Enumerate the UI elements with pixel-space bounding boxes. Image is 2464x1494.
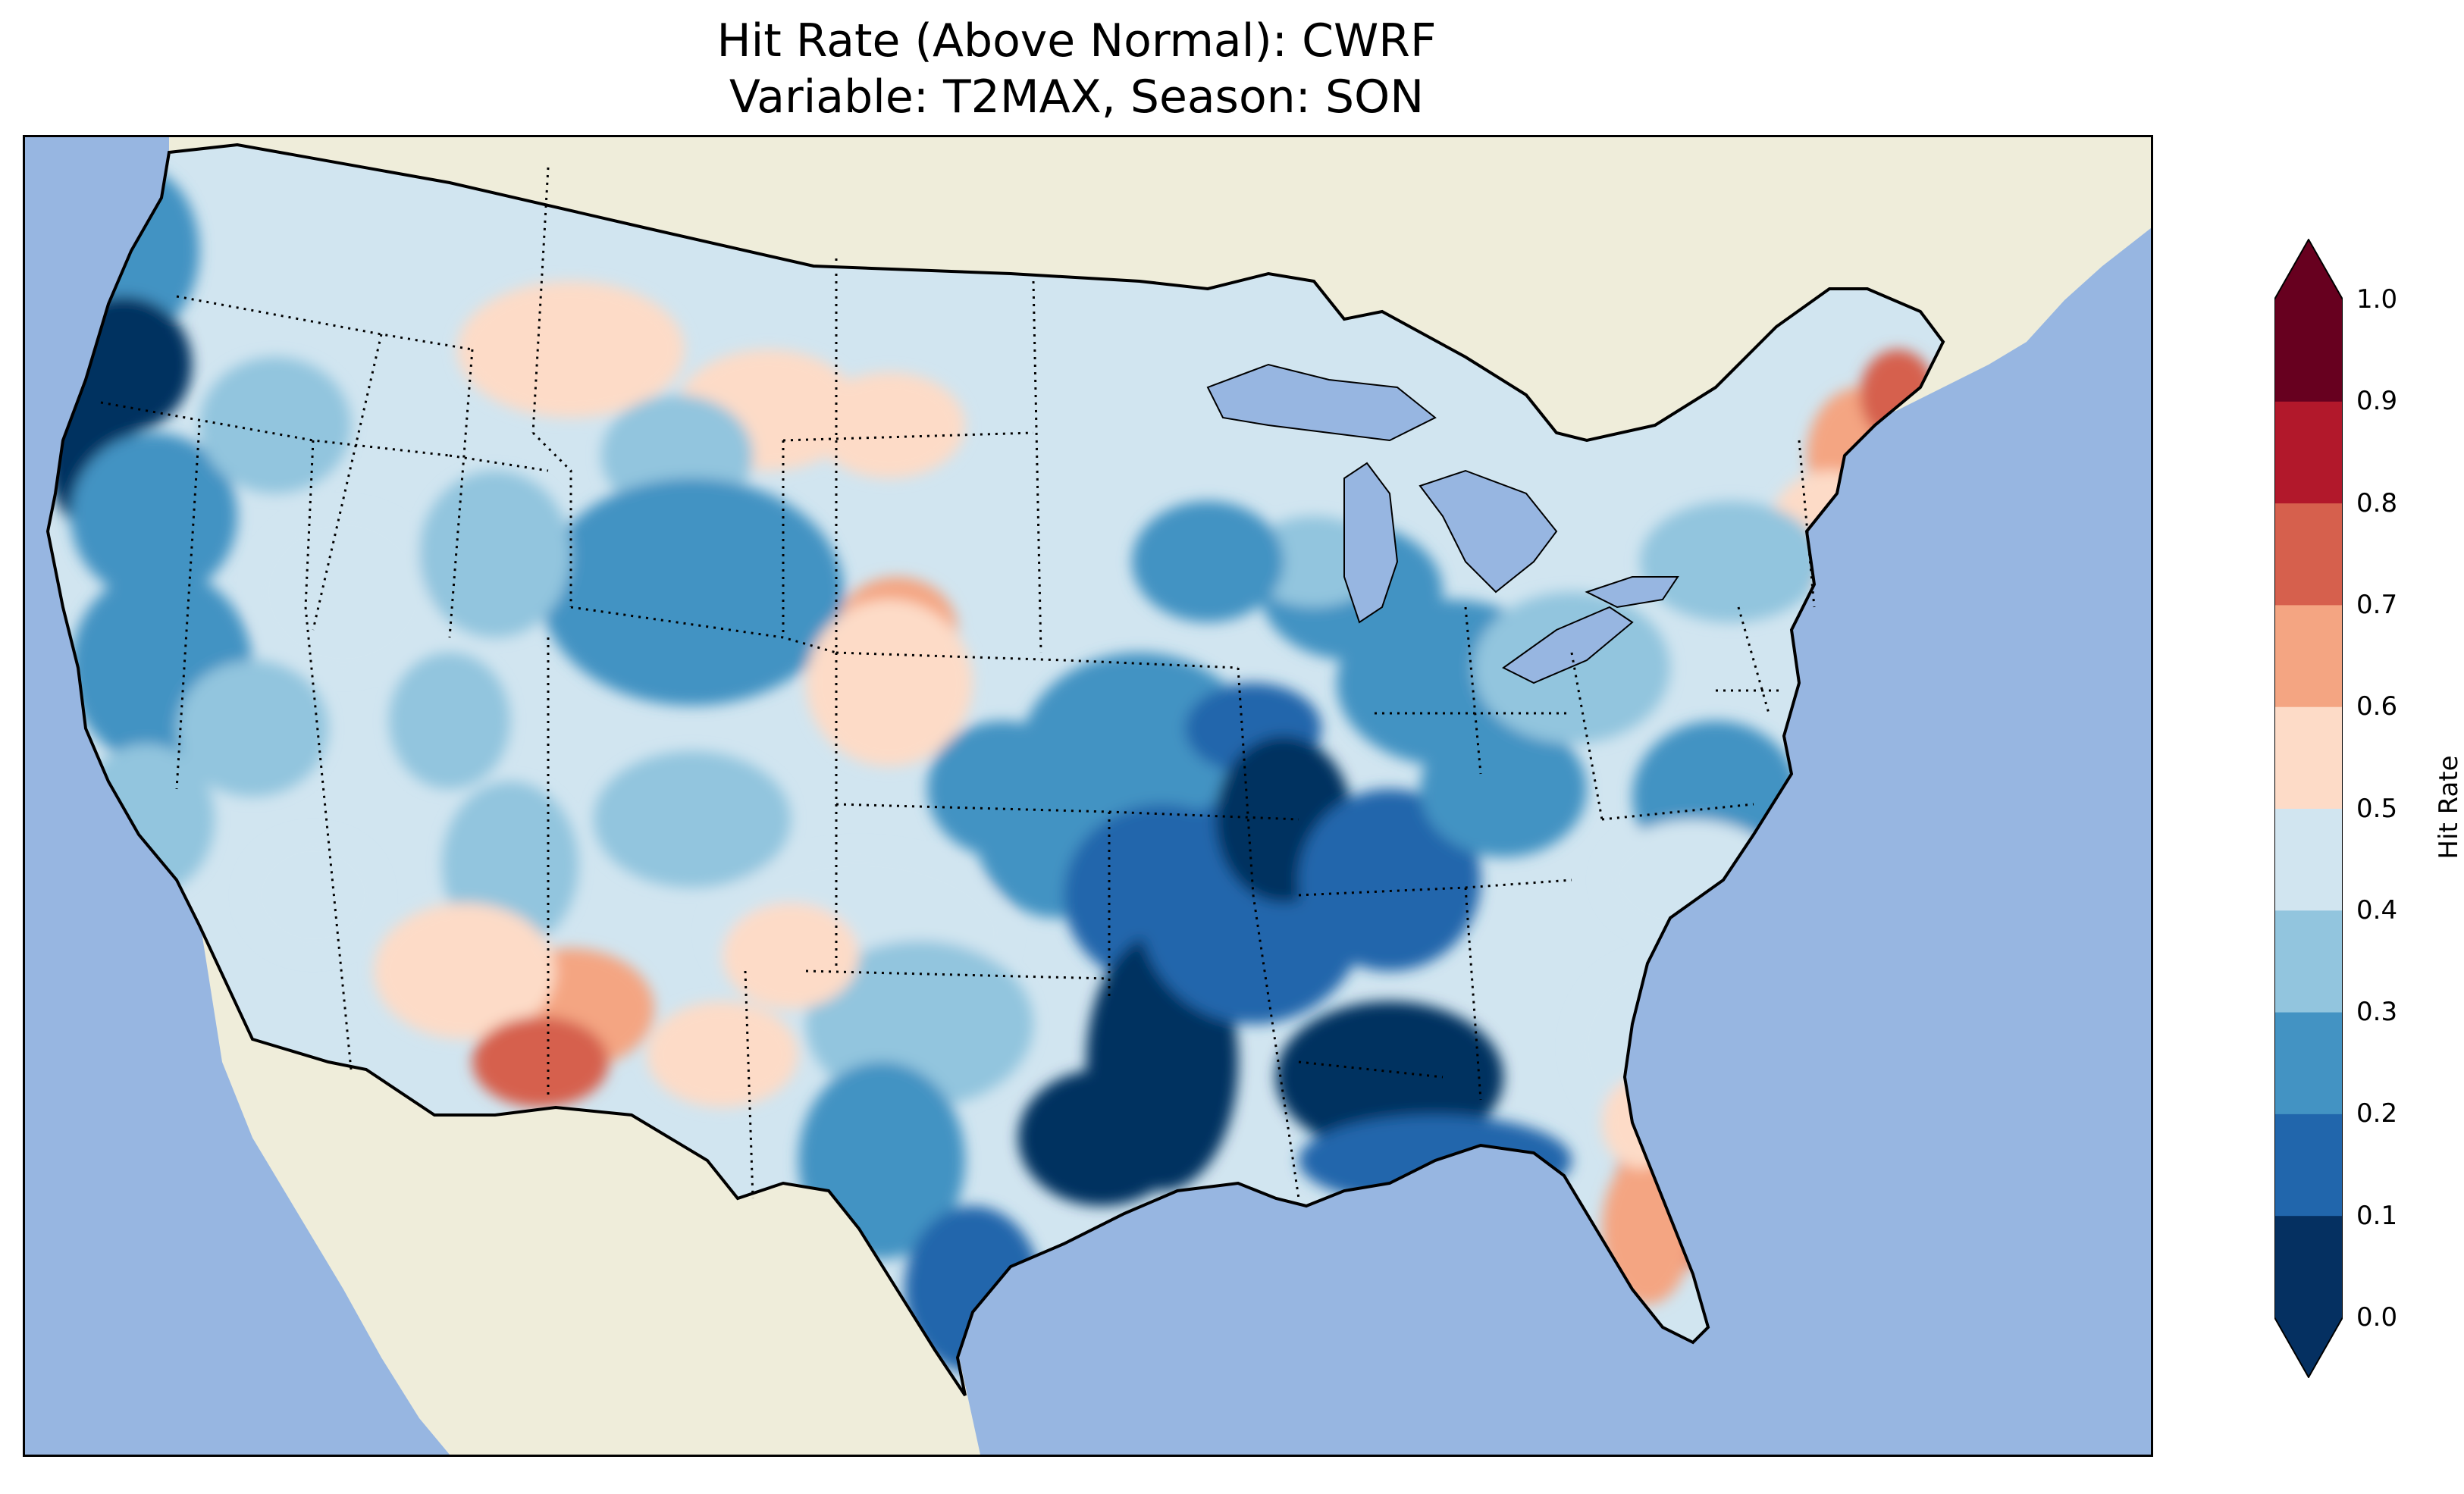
state-border — [1464, 606, 1482, 775]
state-border — [1570, 652, 1603, 820]
heat-cell — [472, 1016, 609, 1107]
heat-cell — [541, 478, 844, 706]
state-border — [1237, 667, 1300, 1199]
heat-cell — [1132, 501, 1284, 622]
heat-cell — [71, 433, 237, 600]
state-border — [312, 334, 383, 631]
colorbar-segment — [2274, 604, 2343, 707]
heat-cell — [1761, 872, 1852, 994]
map-canvas — [45, 137, 2151, 1455]
colorbar-label: Hit Rate — [2434, 755, 2464, 860]
heat-cell — [252, 509, 434, 675]
state-border — [835, 651, 1239, 669]
colorbar-tick-label: 0.8 — [2356, 487, 2398, 518]
state-borders — [100, 167, 1816, 1199]
lake — [1419, 469, 1558, 594]
state-border — [176, 295, 473, 351]
state-border — [1798, 440, 1816, 608]
heat-cell — [1602, 1077, 1678, 1168]
state-border — [570, 606, 837, 654]
state-border — [304, 440, 315, 608]
heat-cell — [177, 660, 328, 797]
heat-cell — [1276, 1001, 1503, 1153]
colorbar-segment — [2274, 1012, 2343, 1114]
heat-cell — [647, 1001, 798, 1107]
lake — [1585, 576, 1679, 609]
state-border — [1601, 803, 1754, 821]
heat-cell — [927, 721, 1079, 857]
colorbar-segment — [2274, 910, 2343, 1013]
heat-cell — [419, 471, 571, 637]
heat-cell — [1640, 501, 1822, 622]
heat-cell — [199, 357, 351, 493]
heat-cell — [1572, 956, 1754, 1138]
colorbar-segment — [2274, 299, 2343, 402]
heat-cell — [389, 653, 510, 789]
colorbar-tick-label: 0.0 — [2356, 1302, 2398, 1333]
heat-cell — [457, 281, 685, 418]
colorbar-extend-min — [2274, 1317, 2343, 1378]
colorbar-tick-label: 0.4 — [2356, 894, 2398, 926]
colorbar-segment — [2274, 706, 2343, 809]
state-border — [304, 606, 353, 1070]
state-border — [448, 349, 474, 638]
map-title-line-1: Hit Rate (Above Normal): CWRF — [716, 14, 1437, 67]
colorbar-tick-label: 0.1 — [2356, 1200, 2398, 1231]
state-border — [805, 969, 1110, 980]
state-border — [1464, 887, 1482, 1101]
colorbar-segment — [2274, 503, 2343, 606]
state-border — [449, 454, 549, 472]
state-border — [531, 431, 572, 607]
state-border — [175, 424, 201, 790]
colorbar-segment — [2274, 401, 2343, 504]
heat-cell — [1602, 819, 1784, 941]
state-border — [1032, 280, 1042, 653]
state-border — [1298, 1060, 1444, 1079]
colorbar-segment — [2274, 1113, 2343, 1217]
lake — [1502, 606, 1634, 684]
colorbar-tick-label: 1.0 — [2356, 284, 2398, 315]
heat-cell — [1602, 1153, 1693, 1305]
lake — [1343, 462, 1399, 624]
lake — [1206, 363, 1437, 442]
coastline — [45, 143, 1945, 1397]
heat-cell — [723, 903, 859, 1009]
state-border — [744, 970, 754, 1199]
colorbar-segment — [2274, 808, 2343, 911]
colorbar-tick-label: 0.9 — [2356, 386, 2398, 417]
state-border — [1737, 606, 1770, 714]
colorbar-extend-max — [2274, 239, 2343, 299]
heat-cell — [594, 751, 791, 888]
map-panel — [23, 135, 2153, 1457]
colorbar-tick-label: 0.7 — [2356, 589, 2398, 620]
heat-cell — [245, 835, 381, 956]
colorbar-tick-label: 0.6 — [2356, 691, 2398, 722]
heat-cell — [1299, 789, 1481, 971]
colorbar-tick-label: 0.3 — [2356, 997, 2398, 1028]
colorbar-segment — [2274, 1215, 2343, 1318]
map-title-line-2: Variable: T2MAX, Season: SON — [729, 70, 1425, 124]
heat-cell — [813, 372, 965, 478]
heat-cell — [374, 903, 556, 1039]
great-lakes — [1206, 363, 1679, 684]
colorbar-tick-label: 0.5 — [2356, 793, 2398, 824]
heat-cell — [806, 600, 973, 766]
colorbar-tick-label: 0.2 — [2356, 1098, 2398, 1129]
colorbar — [2274, 239, 2343, 1378]
hit-rate-heatmap — [48, 145, 1943, 1395]
state-border — [531, 167, 550, 434]
heat-cell — [1018, 1070, 1185, 1206]
